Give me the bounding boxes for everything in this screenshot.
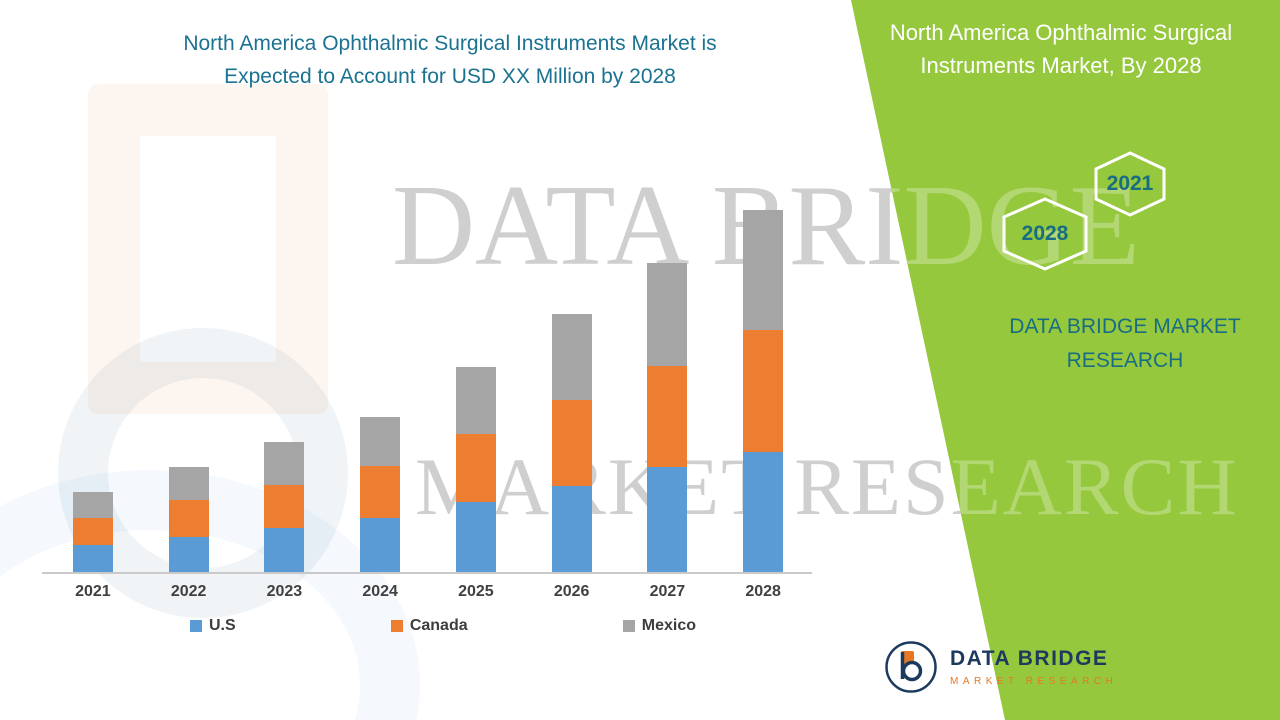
bar-segment-canada-2027 [647, 366, 688, 467]
data-bridge-logo-icon [885, 641, 937, 693]
bar-segment-mexico-2023 [264, 442, 305, 485]
bar-segment-canada-2024 [360, 466, 401, 518]
x-axis-label-2021: 2021 [75, 583, 111, 600]
bar-segment-u-s-2025 [455, 502, 496, 573]
bar-segment-canada-2022 [168, 500, 209, 537]
bar-series-area [45, 208, 811, 573]
x-axis-label-2022: 2022 [170, 583, 207, 600]
bar-segment-u-s-2023 [264, 528, 305, 573]
bar-segment-mexico-2022 [168, 467, 209, 500]
bar-segment-canada-2023 [264, 485, 305, 528]
bar-stack-2022 [168, 467, 209, 573]
bar-segment-u-s-2022 [168, 537, 209, 573]
chart-legend: U.S Canada Mexico [45, 617, 811, 635]
bar-stack-2023 [264, 442, 305, 573]
bar-segment-canada-2028 [743, 330, 784, 452]
x-axis-labels: 2021 2022 2023 2024 2025 2026 2027 2028 [45, 583, 811, 601]
bar-segment-mexico-2025 [455, 367, 496, 434]
legend-item-u-s: U.S [190, 617, 236, 635]
chart-title-line1: North America Ophthalmic Surgical Instru… [183, 32, 717, 55]
stacked-bar-chart [45, 208, 811, 573]
bar-segment-u-s-2027 [647, 467, 688, 573]
x-axis-label-2023: 2023 [266, 583, 303, 600]
bar-stack-2021 [72, 492, 113, 573]
legend-label-canada: Canada [409, 617, 468, 634]
bar-stack-2024 [360, 417, 401, 573]
x-axis-line [42, 572, 812, 574]
x-axis-label-2028: 2028 [745, 583, 781, 600]
bar-segment-u-s-2021 [72, 545, 113, 573]
legend-swatch-canada [390, 620, 403, 632]
bar-segment-canada-2026 [551, 400, 592, 486]
bar-segment-mexico-2026 [551, 314, 592, 400]
x-axis-label-2024: 2024 [362, 583, 398, 600]
x-axis-label-2025: 2025 [458, 583, 494, 600]
bar-stack-2026 [551, 314, 592, 573]
bar-segment-u-s-2026 [551, 486, 592, 573]
legend-item-canada: Canada [390, 617, 468, 635]
bar-stack-2025 [455, 367, 496, 573]
bar-stack-2028 [743, 210, 784, 573]
chart-title-line2: Expected to Account for USD XX Million b… [224, 64, 676, 88]
bar-stack-2027 [647, 263, 688, 573]
bar-segment-canada-2021 [72, 518, 113, 545]
x-axis-label-2027: 2027 [649, 583, 686, 600]
bar-segment-mexico-2024 [360, 417, 401, 466]
legend-swatch-u-s [190, 620, 202, 632]
chart-title: North America Ophthalmic Surgical Instru… [60, 28, 840, 93]
x-axis-label-2026: 2026 [553, 583, 590, 600]
legend-label-mexico: Mexico [641, 617, 696, 634]
bar-segment-canada-2025 [455, 434, 496, 502]
bar-segment-mexico-2028 [743, 210, 784, 330]
legend-swatch-mexico [622, 620, 635, 632]
legend-label-u-s: U.S [209, 617, 236, 634]
bar-segment-mexico-2027 [647, 263, 688, 366]
bar-segment-u-s-2024 [360, 518, 401, 573]
bar-segment-u-s-2028 [743, 452, 784, 573]
legend-item-mexico: Mexico [622, 617, 696, 635]
bar-segment-mexico-2021 [72, 492, 113, 518]
